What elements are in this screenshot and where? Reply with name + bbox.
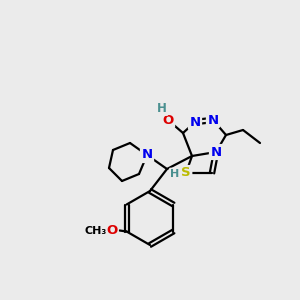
Text: O: O: [162, 113, 174, 127]
Text: N: N: [189, 116, 201, 128]
Text: N: N: [141, 148, 153, 161]
Text: H: H: [170, 169, 180, 179]
Text: H: H: [157, 101, 167, 115]
Text: N: N: [207, 113, 219, 127]
Text: O: O: [106, 224, 117, 237]
Text: CH₃: CH₃: [85, 226, 107, 236]
Text: N: N: [210, 146, 222, 158]
Text: S: S: [181, 167, 191, 179]
